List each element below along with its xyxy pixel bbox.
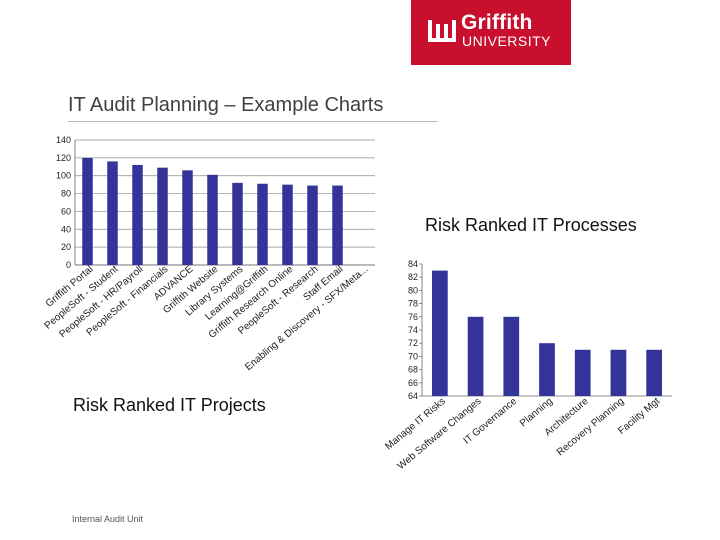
bar	[282, 184, 293, 265]
bar	[132, 165, 143, 265]
slide-title: IT Audit Planning – Example Charts	[68, 94, 384, 116]
bar	[574, 349, 591, 396]
y-tick-label: 78	[408, 299, 418, 309]
x-tick-label: Recovery Planning	[555, 396, 626, 458]
y-tick-label: 82	[408, 272, 418, 282]
bar	[503, 316, 520, 396]
y-tick-label: 0	[66, 260, 71, 270]
y-tick-label: 66	[408, 378, 418, 388]
bar	[157, 167, 168, 265]
bar	[646, 349, 662, 396]
y-tick-label: 70	[408, 351, 418, 361]
bar	[610, 349, 627, 396]
bar	[107, 161, 118, 265]
y-tick-label: 80	[408, 285, 418, 295]
y-tick-label: 80	[61, 189, 71, 199]
y-tick-label: 140	[56, 135, 71, 145]
y-tick-label: 64	[408, 391, 418, 401]
y-tick-label: 100	[56, 171, 71, 181]
y-tick-label: 20	[61, 242, 71, 252]
y-tick-label: 40	[61, 224, 71, 234]
y-tick-label: 72	[408, 338, 418, 348]
griffith-emblem-icon	[428, 20, 456, 42]
bar	[182, 170, 193, 265]
bar	[307, 185, 318, 265]
bar	[232, 182, 243, 265]
x-tick-label: Manage IT Risks	[383, 396, 447, 453]
logo-sub-text: UNIVERSITY	[462, 33, 552, 49]
bar	[539, 343, 555, 396]
y-tick-label: 68	[408, 365, 418, 375]
y-tick-label: 76	[408, 312, 418, 322]
logo-brand-text: Griffith	[461, 11, 533, 34]
bar	[207, 174, 218, 265]
projects-chart-title: Risk Ranked IT Projects	[73, 395, 266, 415]
y-tick-label: 84	[408, 259, 418, 269]
y-tick-label: 74	[408, 325, 418, 335]
griffith-logo: Griffith UNIVERSITY	[411, 0, 571, 65]
bar	[332, 185, 343, 265]
bar	[467, 316, 484, 396]
bar	[82, 157, 93, 265]
processes-chart-title: Risk Ranked IT Processes	[425, 215, 637, 235]
y-tick-label: 120	[56, 153, 71, 163]
footer-text: Internal Audit Unit	[72, 514, 144, 524]
y-tick-label: 60	[61, 206, 71, 216]
bar	[432, 270, 448, 396]
bar	[257, 183, 268, 265]
title-divider	[68, 121, 438, 122]
